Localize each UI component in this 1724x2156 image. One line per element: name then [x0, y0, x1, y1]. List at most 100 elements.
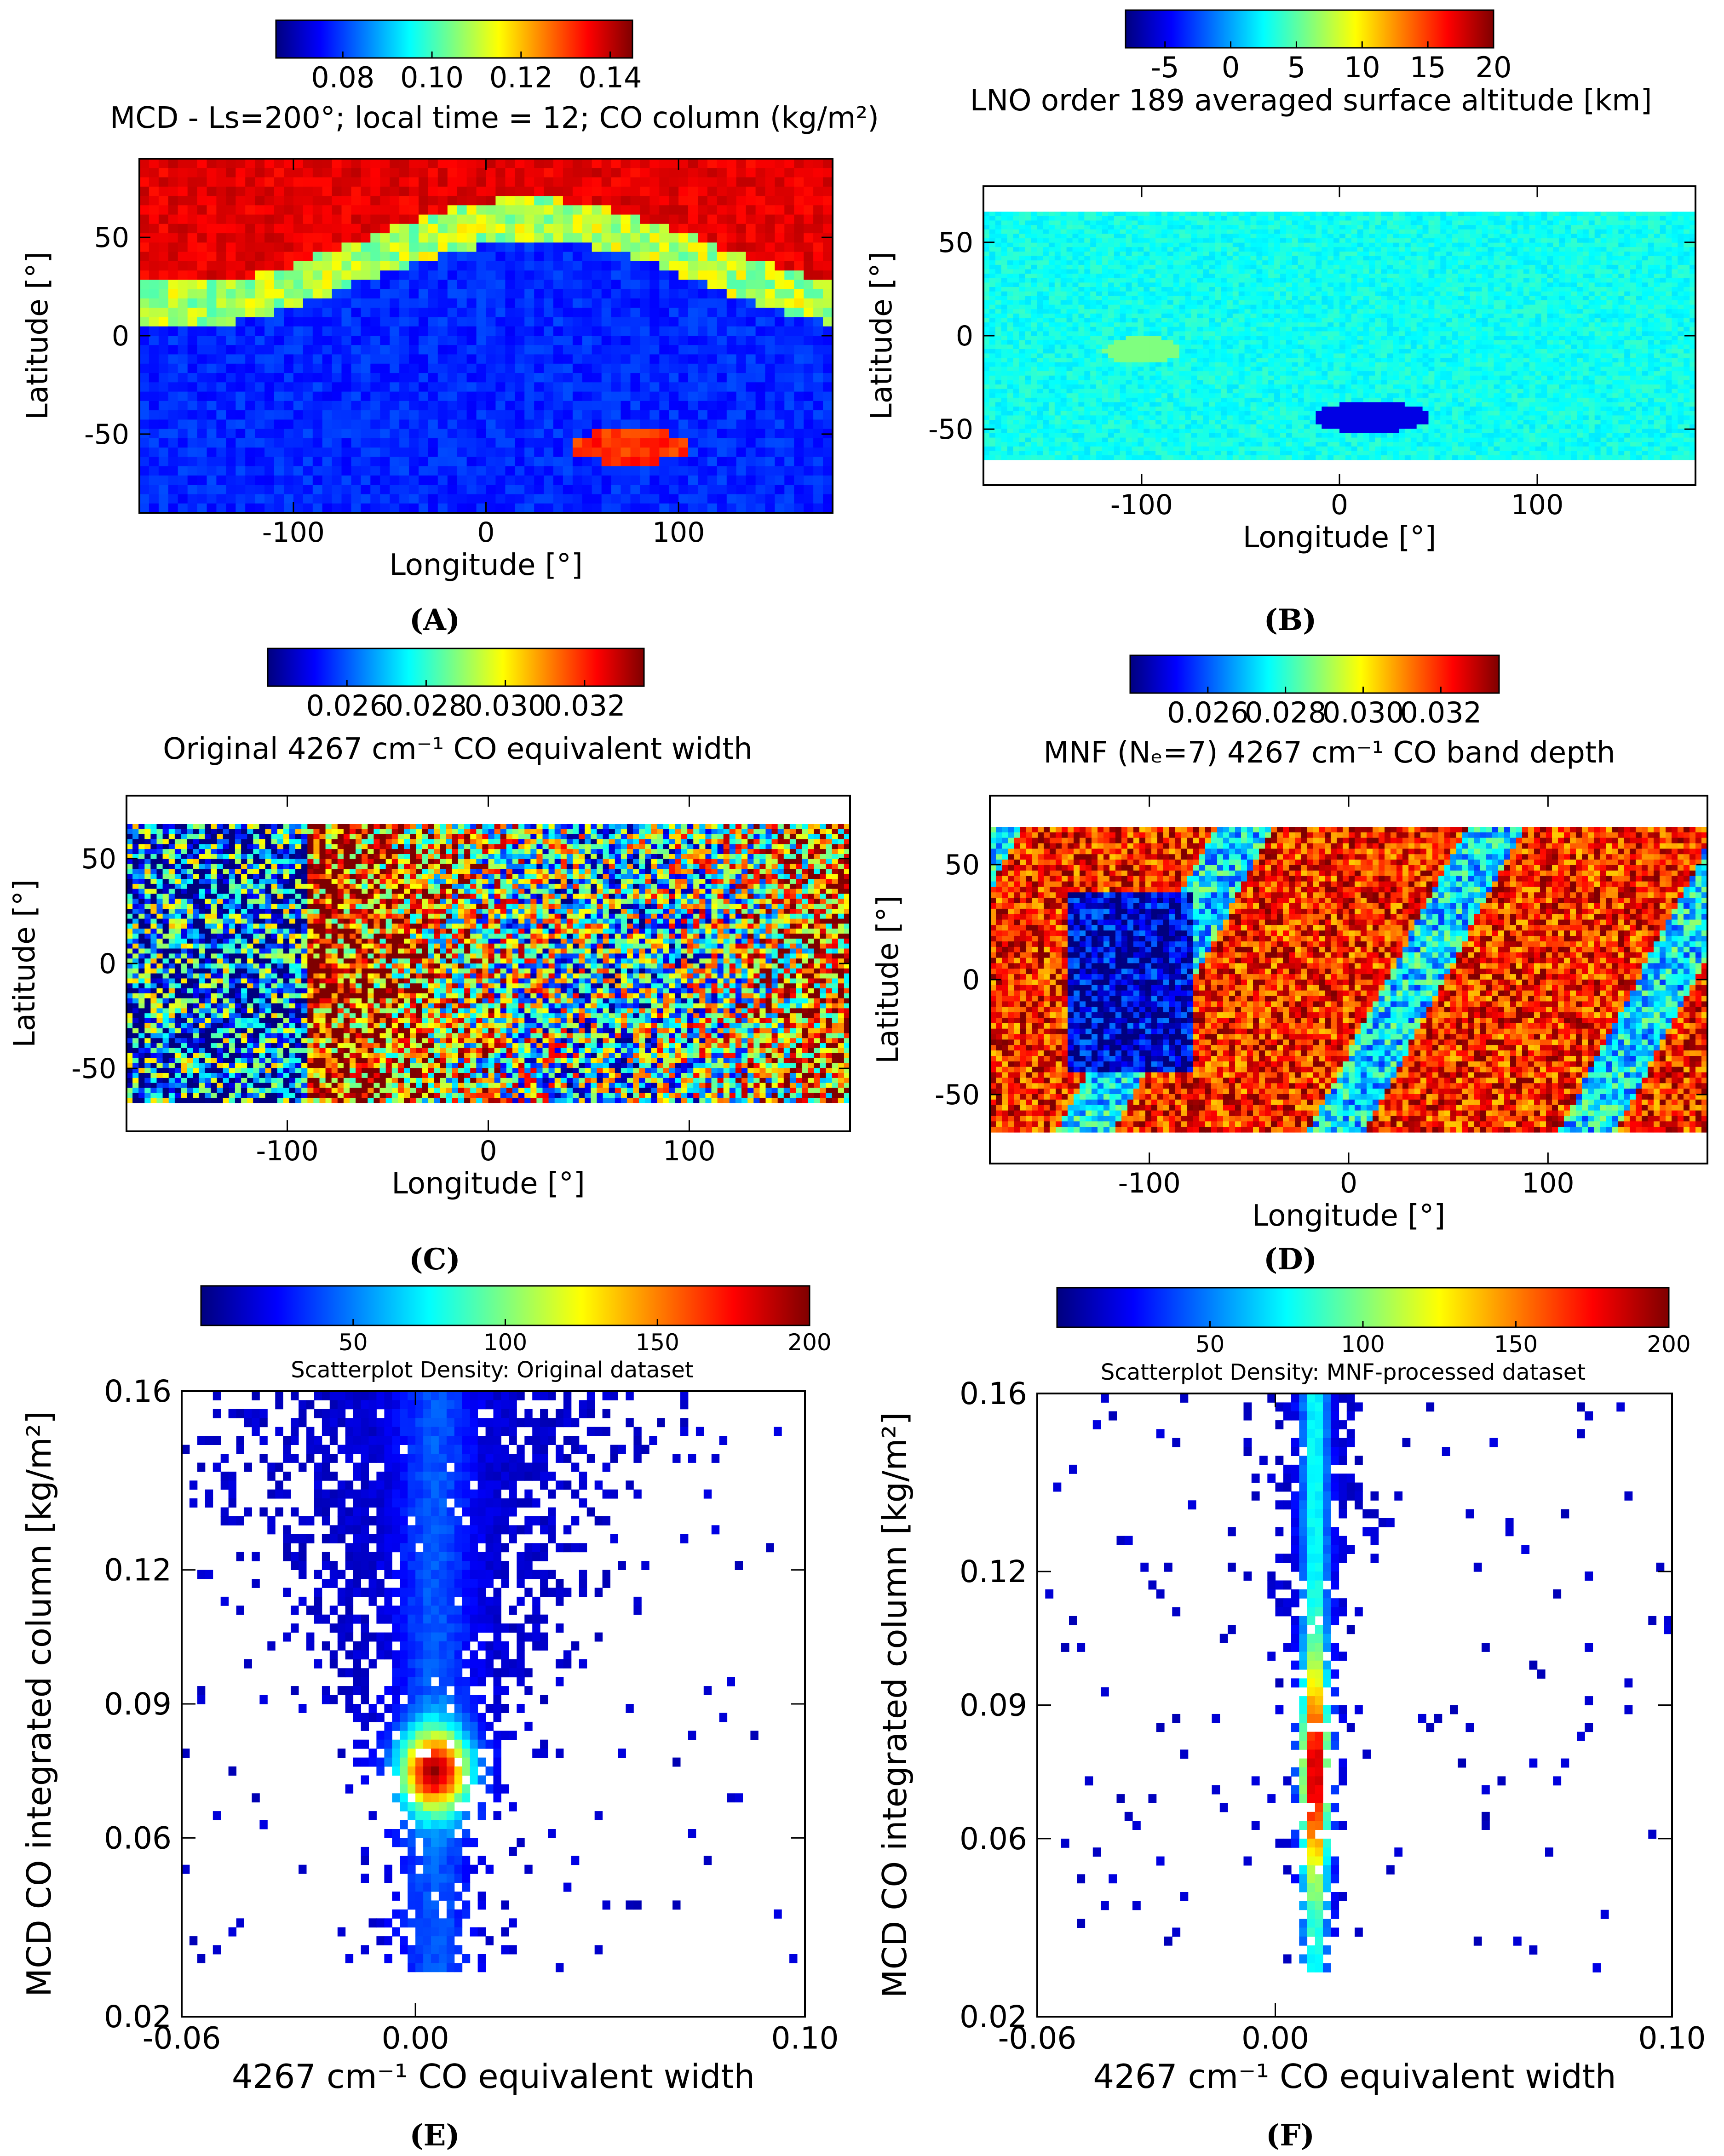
heatmap-cell: [467, 345, 477, 355]
heatmap-cell: [640, 494, 650, 504]
heatmap-cell: [775, 187, 785, 196]
heatmap-cell: [794, 345, 804, 355]
heatmap-cell: [322, 159, 333, 168]
heatmap-cell: [1547, 225, 1554, 229]
heatmap-cell: [1381, 221, 1387, 225]
heatmap-cell: [313, 429, 323, 439]
heatmap-cell: [342, 504, 352, 513]
heatmap-cell: [477, 289, 487, 299]
heatmap-cell: [823, 187, 833, 196]
heatmap-cell: [1399, 216, 1405, 221]
heatmap-cell: [1464, 225, 1471, 229]
heatmap-cell: [245, 466, 255, 476]
heatmap-cell: [1120, 212, 1126, 216]
heatmap-cell: [678, 327, 689, 336]
heatmap-cell: [640, 317, 650, 327]
heatmap-cell: [515, 476, 525, 485]
heatmap-cell: [1149, 212, 1156, 216]
heatmap-cell: [370, 298, 380, 308]
heatmap-cell: [1660, 225, 1667, 229]
heatmap-cell: [823, 196, 833, 206]
heatmap-cell: [669, 345, 679, 355]
heatmap-cell: [631, 392, 641, 401]
heatmap-cell: [707, 261, 718, 271]
heatmap-cell: [293, 178, 304, 187]
heatmap-cell: [1037, 234, 1043, 238]
heatmap-cell: [467, 504, 477, 513]
heatmap-cell: [370, 494, 380, 504]
heatmap-cell: [255, 494, 265, 504]
heatmap-cell: [1061, 225, 1067, 229]
heatmap-cell: [794, 187, 804, 196]
heatmap-cell: [1583, 216, 1589, 221]
heatmap-cell: [688, 373, 698, 383]
heatmap-cell: [226, 289, 236, 299]
heatmap-cell: [322, 205, 333, 215]
heatmap-cell: [1654, 234, 1661, 238]
heatmap-cell: [419, 355, 429, 364]
heatmap-cell: [139, 466, 149, 476]
heatmap-cell: [207, 280, 217, 289]
heatmap-cell: [159, 261, 169, 271]
heatmap-cell: [477, 196, 487, 206]
heatmap-cell: [332, 345, 342, 355]
heatmap-cell: [486, 317, 496, 327]
heatmap-cell: [1013, 212, 1020, 216]
heatmap-cell: [582, 373, 592, 383]
heatmap-cell: [678, 466, 689, 476]
heatmap-cell: [477, 252, 487, 262]
heatmap-cell: [524, 438, 534, 448]
heatmap-cell: [631, 187, 641, 196]
heatmap-cell: [582, 355, 592, 364]
heatmap-cell: [438, 438, 448, 448]
heatmap-cell: [1535, 221, 1542, 225]
heatmap-cell: [139, 308, 149, 317]
heatmap-cell: [573, 289, 583, 299]
heatmap-cell: [236, 485, 246, 494]
heatmap-cell: [756, 205, 766, 215]
heatmap-cell: [640, 289, 650, 299]
heatmap-cell: [207, 382, 217, 392]
heatmap-cell: [524, 298, 534, 308]
heatmap-cell: [1055, 225, 1061, 229]
heatmap-cell: [813, 178, 823, 187]
heatmap-cell: [1387, 225, 1393, 229]
heatmap-cell: [669, 429, 679, 439]
colorbar-tick-label: 0.08: [311, 61, 374, 94]
heatmap-cell: [293, 252, 304, 262]
heatmap-cell: [226, 457, 236, 466]
heatmap-cell: [813, 457, 823, 466]
heatmap-cell: [370, 457, 380, 466]
heatmap-cell: [264, 298, 275, 308]
heatmap-cell: [1571, 212, 1577, 216]
heatmap-cell: [1666, 225, 1672, 229]
heatmap-cell: [534, 298, 544, 308]
heatmap-cell: [678, 196, 689, 206]
heatmap-cell: [216, 345, 226, 355]
heatmap-cell: [707, 494, 718, 504]
heatmap-cell: [159, 466, 169, 476]
heatmap-cell: [1073, 234, 1079, 238]
heatmap-cell: [1417, 221, 1423, 225]
heatmap-cell: [524, 457, 534, 466]
heatmap-cell: [1179, 212, 1186, 216]
heatmap-cell: [264, 317, 275, 327]
heatmap-cell: [332, 168, 342, 178]
heatmap-cell: [688, 410, 698, 420]
heatmap-cell: [419, 159, 429, 168]
heatmap-cell: [438, 401, 448, 411]
heatmap-cell: [457, 392, 467, 401]
heatmap-cell: [717, 168, 727, 178]
heatmap-cell: [669, 494, 679, 504]
heatmap-cell: [457, 485, 467, 494]
heatmap-cell: [419, 401, 429, 411]
heatmap-cell: [698, 289, 708, 299]
heatmap-cell: [727, 280, 737, 289]
heatmap-cell: [1108, 212, 1115, 216]
heatmap-cell: [370, 224, 380, 234]
heatmap-cell: [775, 373, 785, 383]
heatmap-cell: [159, 289, 169, 299]
heatmap-cell: [274, 345, 284, 355]
heatmap-cell: [313, 215, 323, 224]
heatmap-cell: [293, 261, 304, 271]
